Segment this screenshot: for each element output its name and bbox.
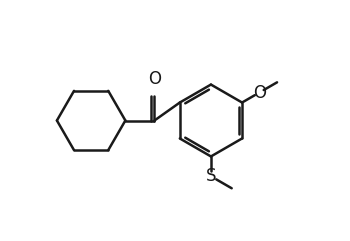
Text: S: S [206,167,216,185]
Text: O: O [148,70,161,88]
Text: O: O [253,84,266,102]
